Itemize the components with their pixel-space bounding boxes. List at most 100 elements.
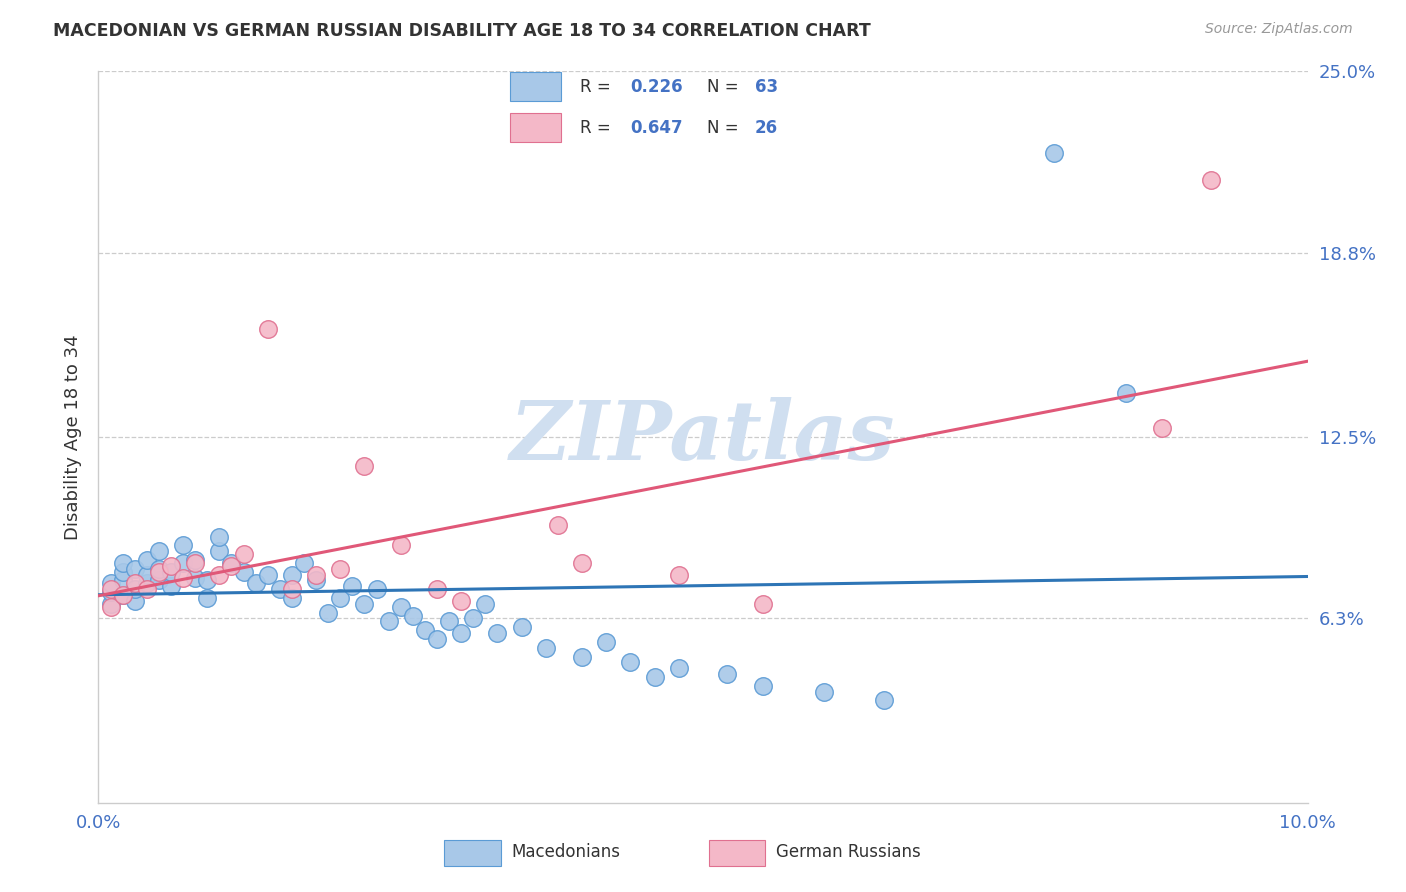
Point <box>668 567 690 582</box>
Point <box>389 538 412 552</box>
Point <box>329 591 352 605</box>
Text: 0.647: 0.647 <box>631 119 683 136</box>
Point <box>353 597 375 611</box>
Text: Macedonians: Macedonians <box>512 843 621 861</box>
Text: 63: 63 <box>755 78 778 95</box>
Point <box>195 591 218 605</box>
Point <box>619 656 641 670</box>
Text: N =: N = <box>707 119 744 136</box>
Point <box>111 588 134 602</box>
Point <box>160 579 183 593</box>
Point <box>135 576 157 591</box>
Point <box>148 544 170 558</box>
Point <box>450 626 472 640</box>
Point <box>1115 386 1137 401</box>
Point <box>100 576 122 591</box>
Point <box>413 623 436 637</box>
Point <box>100 597 122 611</box>
Text: German Russians: German Russians <box>776 843 921 861</box>
Point <box>111 588 134 602</box>
FancyBboxPatch shape <box>444 840 501 865</box>
Point <box>184 553 207 567</box>
Point <box>245 576 267 591</box>
Point <box>184 556 207 570</box>
Point <box>463 611 485 625</box>
Point <box>124 582 146 597</box>
Point <box>668 661 690 675</box>
Point <box>135 582 157 597</box>
Point <box>305 574 328 588</box>
Point <box>1152 421 1174 435</box>
Point <box>111 574 134 588</box>
Point <box>486 626 509 640</box>
Point <box>208 530 231 544</box>
Point <box>292 556 315 570</box>
Point <box>450 594 472 608</box>
Point <box>232 547 254 561</box>
Point <box>172 538 194 552</box>
Point <box>571 649 593 664</box>
Point <box>353 459 375 474</box>
Text: Source: ZipAtlas.com: Source: ZipAtlas.com <box>1205 22 1353 37</box>
Point <box>256 322 278 336</box>
Point <box>172 570 194 584</box>
Point <box>148 574 170 588</box>
Y-axis label: Disability Age 18 to 34: Disability Age 18 to 34 <box>63 334 82 540</box>
Point <box>426 582 449 597</box>
Point <box>595 635 617 649</box>
Point <box>111 565 134 579</box>
Point <box>100 599 122 614</box>
Point <box>389 599 412 614</box>
Point <box>256 567 278 582</box>
Point <box>571 556 593 570</box>
Point <box>195 574 218 588</box>
Point <box>281 582 304 597</box>
Point <box>148 562 170 576</box>
Point <box>752 597 775 611</box>
Point <box>813 684 835 698</box>
Point <box>208 544 231 558</box>
Point <box>402 608 425 623</box>
Point <box>184 570 207 584</box>
Point <box>124 576 146 591</box>
Point <box>124 562 146 576</box>
Point <box>160 558 183 573</box>
Point <box>208 567 231 582</box>
Text: N =: N = <box>707 78 744 95</box>
Point <box>1199 172 1222 186</box>
Point <box>100 585 122 599</box>
Point <box>135 567 157 582</box>
Text: R =: R = <box>579 119 616 136</box>
Point <box>148 565 170 579</box>
Point <box>426 632 449 646</box>
Point <box>269 582 291 597</box>
Text: ZIPatlas: ZIPatlas <box>510 397 896 477</box>
Point <box>873 693 896 707</box>
Point <box>160 565 183 579</box>
Point <box>534 640 557 655</box>
Point <box>316 606 339 620</box>
Point <box>1042 146 1064 161</box>
Point <box>329 562 352 576</box>
Point <box>752 679 775 693</box>
Point <box>100 582 122 597</box>
Point <box>232 565 254 579</box>
Point <box>281 591 304 605</box>
Point <box>281 567 304 582</box>
FancyBboxPatch shape <box>510 72 561 101</box>
Point <box>474 597 496 611</box>
Point <box>124 594 146 608</box>
Point <box>716 667 738 681</box>
Point <box>135 553 157 567</box>
FancyBboxPatch shape <box>510 113 561 142</box>
Text: MACEDONIAN VS GERMAN RUSSIAN DISABILITY AGE 18 TO 34 CORRELATION CHART: MACEDONIAN VS GERMAN RUSSIAN DISABILITY … <box>53 22 872 40</box>
FancyBboxPatch shape <box>709 840 765 865</box>
Text: 0.226: 0.226 <box>631 78 683 95</box>
Point <box>111 556 134 570</box>
Point <box>547 517 569 532</box>
Text: 26: 26 <box>755 119 778 136</box>
Point <box>221 558 243 573</box>
Point <box>510 620 533 634</box>
Point <box>342 579 364 593</box>
Point <box>644 670 666 684</box>
